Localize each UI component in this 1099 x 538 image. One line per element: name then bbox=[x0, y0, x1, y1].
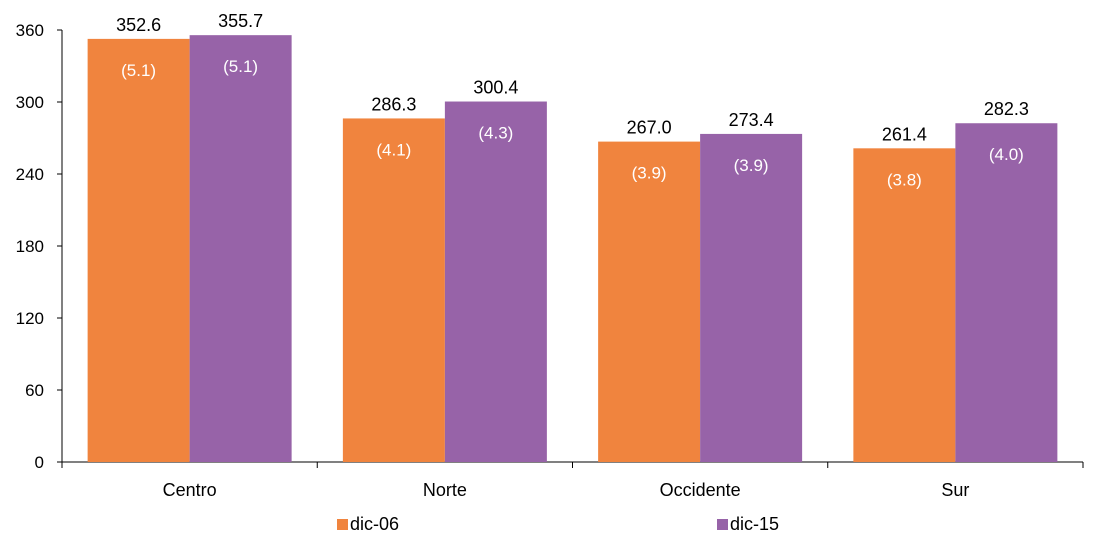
share-label: (5.1) bbox=[223, 57, 258, 76]
bar-dic-06-centro bbox=[87, 38, 190, 462]
y-tick-label: 180 bbox=[16, 237, 44, 256]
bar-dic-15-occidente bbox=[700, 133, 803, 463]
x-category-label: Norte bbox=[423, 480, 467, 500]
bar-dic-06-occidente bbox=[598, 141, 701, 462]
data-labels: 352.6 (5.1) 286.3 (4.1) 267.0 (3.9) 261.4 (3.8)… bbox=[116, 11, 1029, 189]
bar-dic-15-centro bbox=[189, 35, 292, 462]
y-tick-label: 360 bbox=[16, 21, 44, 40]
legend-swatch bbox=[717, 519, 728, 530]
x-category-label: Centro bbox=[163, 480, 217, 500]
value-label: 282.3 bbox=[984, 99, 1029, 119]
legend-swatch bbox=[337, 519, 348, 530]
bar-dic-15-norte bbox=[444, 101, 547, 463]
bar-group bbox=[87, 35, 1058, 463]
y-tick-label: 300 bbox=[16, 93, 44, 112]
bar-dic-06-sur bbox=[853, 148, 956, 462]
value-label: 355.7 bbox=[218, 11, 263, 31]
bar-dic-06-norte bbox=[342, 118, 445, 462]
y-tick-label: 240 bbox=[16, 165, 44, 184]
share-label: (3.9) bbox=[632, 164, 667, 183]
share-label: (4.1) bbox=[376, 140, 411, 159]
x-category-label: Occidente bbox=[660, 480, 741, 500]
value-label: 352.6 bbox=[116, 15, 161, 35]
bar-dic-15-sur bbox=[955, 123, 1058, 463]
share-label: (4.0) bbox=[989, 145, 1024, 164]
share-label: (3.8) bbox=[887, 170, 922, 189]
legend-label: dic-15 bbox=[730, 514, 779, 534]
value-label: 300.4 bbox=[473, 78, 518, 98]
x-category-label: Sur bbox=[941, 480, 969, 500]
share-label: (3.9) bbox=[734, 156, 769, 175]
chart-axes: 0 60 120 180 240 300 360 Centro Norte Occidente Su… bbox=[16, 21, 1084, 500]
share-label: (5.1) bbox=[121, 61, 156, 80]
value-label: 286.3 bbox=[371, 94, 416, 114]
value-label: 267.0 bbox=[627, 118, 672, 138]
legend: dic-06 dic-15 bbox=[337, 514, 779, 534]
value-label: 261.4 bbox=[882, 124, 927, 144]
y-tick-label: 60 bbox=[25, 381, 44, 400]
legend-label: dic-06 bbox=[350, 514, 399, 534]
y-tick-label: 120 bbox=[16, 309, 44, 328]
y-tick-label: 0 bbox=[35, 453, 44, 472]
value-label: 273.4 bbox=[729, 110, 774, 130]
share-label: (4.3) bbox=[478, 124, 513, 143]
